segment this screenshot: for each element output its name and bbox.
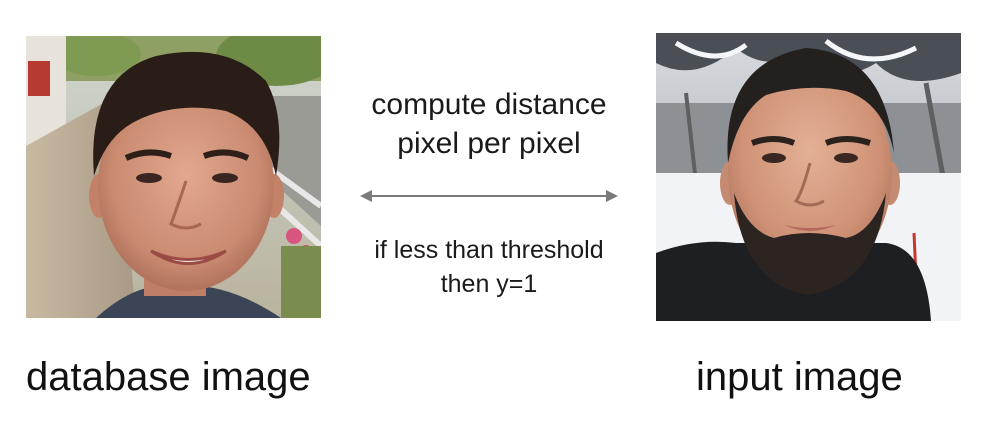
pixel-per-pixel-label: pixel per pixel	[397, 127, 581, 160]
threshold-condition-label: if less than threshold	[374, 236, 604, 264]
portrait-photo-icon	[26, 36, 321, 318]
double-headed-arrow-icon	[360, 190, 618, 202]
portrait-photo-icon	[656, 33, 961, 321]
database-image-photo	[26, 36, 321, 318]
database-image-caption: database image	[26, 355, 311, 399]
threshold-result-label: then y=1	[440, 270, 538, 298]
compute-distance-label: compute distance	[371, 88, 607, 121]
input-image-photo	[656, 33, 961, 321]
input-image-caption: input image	[696, 355, 903, 399]
